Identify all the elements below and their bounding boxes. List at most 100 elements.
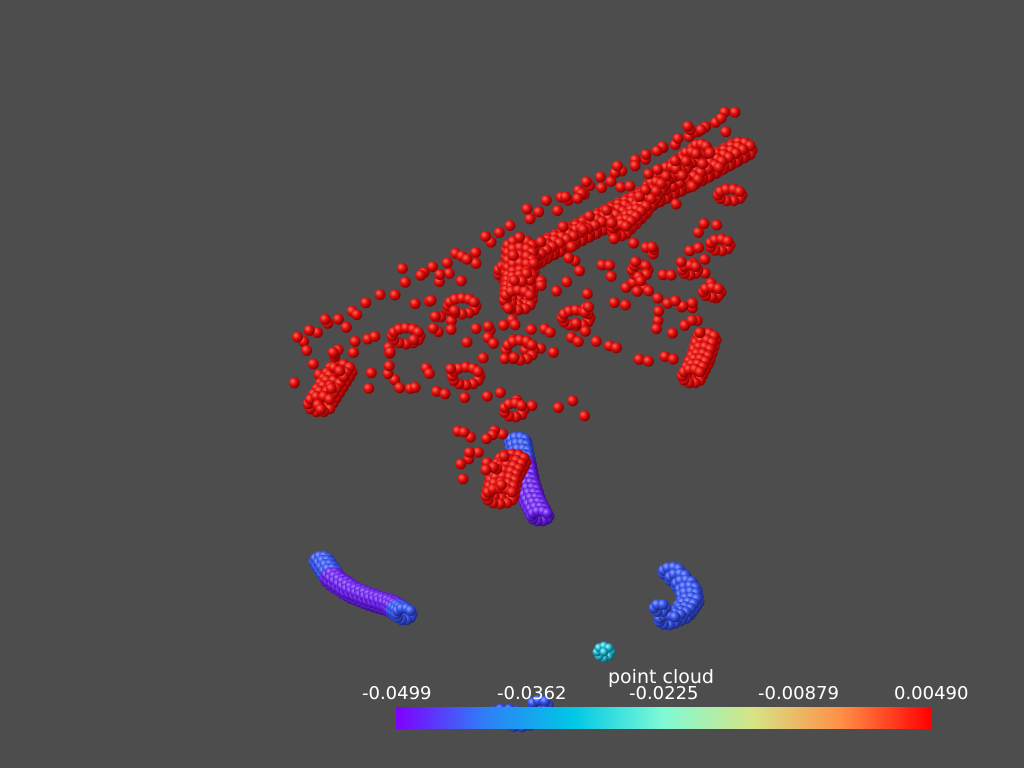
point (541, 507, 553, 519)
point (694, 327, 706, 338)
point (409, 298, 421, 310)
point (499, 353, 511, 365)
point (502, 302, 514, 314)
point (441, 257, 453, 269)
point (590, 335, 602, 347)
point (666, 327, 678, 339)
point (374, 289, 386, 300)
point (608, 233, 620, 245)
point (633, 191, 645, 202)
point (429, 310, 441, 322)
point (552, 205, 563, 216)
point (665, 269, 677, 281)
point (642, 168, 654, 180)
point (628, 237, 640, 249)
point (463, 446, 475, 458)
point (526, 339, 538, 351)
point (643, 285, 655, 297)
point (720, 126, 732, 138)
point (552, 402, 564, 413)
point (624, 180, 636, 192)
point (498, 319, 510, 331)
point (508, 274, 520, 286)
point (470, 323, 482, 334)
point (332, 313, 344, 325)
point (620, 299, 631, 311)
point (629, 160, 641, 172)
point (394, 382, 406, 394)
point (657, 599, 669, 610)
point (580, 176, 592, 188)
point (594, 171, 606, 183)
point (672, 132, 684, 144)
point (504, 220, 516, 231)
point (667, 353, 679, 365)
point (468, 296, 480, 308)
point (690, 148, 702, 160)
point (599, 647, 609, 657)
point (583, 301, 594, 313)
point (431, 385, 442, 397)
point (652, 292, 664, 304)
point (472, 446, 484, 458)
point (694, 366, 706, 378)
point (567, 395, 579, 407)
point (684, 245, 696, 257)
point (506, 486, 518, 498)
point (340, 321, 352, 333)
point (574, 265, 585, 277)
point (327, 346, 339, 358)
point (690, 261, 702, 272)
point (704, 147, 716, 159)
point (508, 352, 520, 363)
point (449, 305, 460, 316)
point (650, 323, 662, 335)
point (369, 330, 381, 342)
point (480, 464, 492, 476)
point (315, 403, 327, 415)
point (610, 342, 622, 354)
point (509, 319, 521, 331)
point (653, 305, 665, 317)
point (713, 161, 725, 173)
point (695, 124, 707, 136)
point (539, 695, 551, 707)
point (445, 323, 457, 335)
point (399, 276, 411, 288)
point (427, 322, 439, 334)
point (669, 611, 681, 623)
point (488, 337, 499, 349)
point (646, 241, 658, 253)
point (303, 324, 315, 336)
point (288, 377, 300, 389)
point (631, 285, 643, 297)
point (697, 158, 709, 170)
point (472, 366, 484, 377)
point (535, 280, 547, 291)
point (540, 194, 552, 206)
point (615, 181, 627, 193)
point (292, 331, 303, 343)
point (480, 230, 492, 242)
point (307, 358, 319, 370)
point (711, 219, 723, 231)
point (455, 275, 467, 287)
point (494, 387, 506, 398)
point (601, 204, 613, 216)
point (557, 221, 569, 233)
point (301, 344, 313, 356)
point (547, 346, 559, 358)
point (560, 191, 572, 203)
point (439, 388, 451, 400)
point (640, 148, 652, 160)
point (729, 106, 741, 118)
point (405, 605, 416, 616)
point (686, 314, 698, 326)
point (605, 270, 617, 282)
point (481, 433, 493, 445)
point (348, 347, 359, 358)
point (670, 198, 682, 210)
point (651, 145, 663, 157)
point (682, 120, 694, 132)
